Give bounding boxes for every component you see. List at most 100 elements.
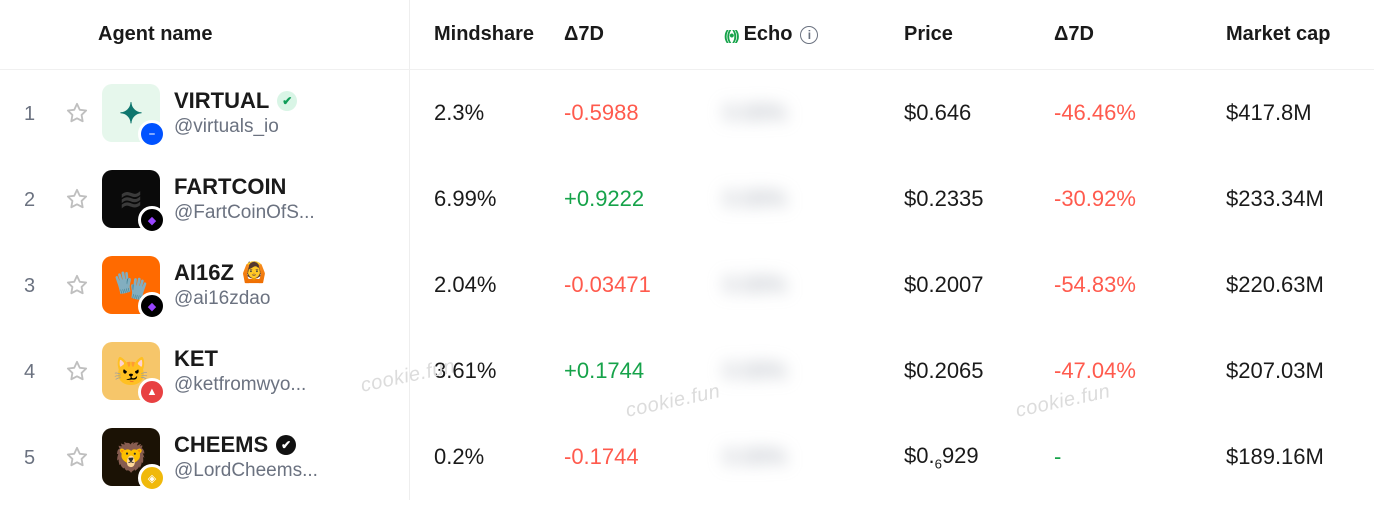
delta7d-mindshare-cell: -0.1744 [560, 444, 720, 470]
echo-blurred-value: 0.00% [724, 186, 786, 212]
agent-cell[interactable]: ≋ ◆ FARTCOIN @FartCoinOfS... [98, 156, 410, 242]
rank-number: 1 [24, 103, 35, 125]
col-header-price[interactable]: Price [900, 23, 1050, 46]
col-header-mindshare[interactable]: Mindshare [410, 23, 560, 46]
agent-name: AI16Z [174, 259, 234, 287]
price-cell: $0.2335 [900, 186, 1050, 212]
agent-name-line: KET [174, 345, 306, 373]
marketcap-cell: $417.8M [1222, 100, 1372, 126]
mindshare-cell: 0.2% [410, 444, 560, 470]
agent-text: KET @ketfromwyo... [174, 345, 306, 396]
chain-badge-icon: ▲ [138, 378, 166, 406]
mindshare-cell: 2.3% [410, 100, 560, 126]
header-price-label: Price [904, 23, 953, 45]
table-row[interactable]: 4 😼 ▲ KET @ketfromwyo... 3.61% +0.1744 0… [0, 328, 1374, 414]
header-agent-label: Agent name [98, 23, 212, 46]
echo-cell: 0.00% [720, 358, 900, 384]
col-header-d7a[interactable]: Δ7D [560, 23, 720, 46]
table-row[interactable]: 5 🦁 ◈ CHEEMS ✔ @LordCheems... 0.2% -0.17… [0, 414, 1374, 500]
star-cell [56, 446, 98, 468]
agent-handle[interactable]: @ketfromwyo... [174, 373, 306, 397]
chain-badge-icon: ⎯ [138, 120, 166, 148]
agent-text: CHEEMS ✔ @LordCheems... [174, 431, 318, 482]
rank-number: 5 [24, 447, 35, 469]
col-header-d7b[interactable]: Δ7D [1050, 23, 1222, 46]
agent-handle[interactable]: @FartCoinOfS... [174, 201, 315, 225]
agent-name-line: AI16Z 🙆 [174, 259, 270, 287]
table-header: Agent name Mindshare Δ7D ((•)) Echo i Pr… [0, 0, 1374, 70]
agent-name-line: CHEEMS ✔ [174, 431, 318, 459]
marketcap-cell: $220.63M [1222, 272, 1372, 298]
name-emoji-icon: 🙆 [242, 261, 267, 286]
agent-text: FARTCOIN @FartCoinOfS... [174, 173, 315, 224]
rank-number: 4 [24, 361, 35, 383]
echo-cell: 0.00% [720, 272, 900, 298]
agent-cell[interactable]: 😼 ▲ KET @ketfromwyo... [98, 328, 410, 414]
header-mcap-label: Market cap [1226, 23, 1331, 45]
mindshare-cell: 3.61% [410, 358, 560, 384]
favorite-star-icon[interactable] [66, 188, 88, 210]
info-icon[interactable]: i [800, 26, 818, 44]
agent-handle[interactable]: @LordCheems... [174, 459, 318, 483]
rank-cell: 4 [0, 358, 56, 384]
agent-text: VIRTUAL ✔ @virtuals_io [174, 87, 297, 138]
chain-badge-icon: ◆ [138, 292, 166, 320]
header-echo-label: Echo [744, 23, 793, 46]
agent-name: CHEEMS [174, 431, 268, 459]
price-cell: $0.2007 [900, 272, 1050, 298]
echo-blurred-value: 0.00% [724, 358, 786, 384]
delta7d-mindshare-cell: -0.03471 [560, 272, 720, 298]
verify-badge-icon: ✔ [276, 435, 296, 455]
col-header-mcap[interactable]: Market cap [1222, 23, 1372, 46]
favorite-star-icon[interactable] [66, 102, 88, 124]
agent-cell[interactable]: 🦁 ◈ CHEEMS ✔ @LordCheems... [98, 414, 410, 500]
delta7d-price-cell: -46.46% [1050, 100, 1222, 126]
chain-badge-icon: ◆ [138, 206, 166, 234]
mindshare-cell: 6.99% [410, 186, 560, 212]
verify-badge-icon: ✔ [277, 91, 297, 111]
header-d7b-label: Δ7D [1054, 23, 1094, 45]
agent-handle[interactable]: @ai16zdao [174, 287, 270, 311]
delta7d-price-cell: -30.92% [1050, 186, 1222, 212]
price-cell: $0.646 [900, 100, 1050, 126]
table-row[interactable]: 2 ≋ ◆ FARTCOIN @FartCoinOfS... 6.99% +0.… [0, 156, 1374, 242]
agent-cell[interactable]: ✦ ⎯ VIRTUAL ✔ @virtuals_io [98, 70, 410, 156]
agent-table: Agent name Mindshare Δ7D ((•)) Echo i Pr… [0, 0, 1374, 500]
avatar-wrap: 🧤 ◆ [102, 256, 160, 314]
agent-name: KET [174, 345, 218, 373]
price-cell: $0.2065 [900, 358, 1050, 384]
echo-blurred-value: 0.00% [724, 100, 786, 126]
delta7d-price-cell: -47.04% [1050, 358, 1222, 384]
table-row[interactable]: 3 🧤 ◆ AI16Z 🙆 @ai16zdao 2.04% -0.03471 0… [0, 242, 1374, 328]
agent-name: VIRTUAL [174, 87, 269, 115]
delta7d-mindshare-cell: +0.9222 [560, 186, 720, 212]
rank-cell: 5 [0, 444, 56, 470]
rank-number: 2 [24, 189, 35, 211]
price-cell: $0.6929 [900, 443, 1050, 471]
favorite-star-icon[interactable] [66, 446, 88, 468]
table-body: 1 ✦ ⎯ VIRTUAL ✔ @virtuals_io 2.3% -0.598… [0, 70, 1374, 500]
rank-cell: 3 [0, 272, 56, 298]
rank-cell: 1 [0, 100, 56, 126]
favorite-star-icon[interactable] [66, 274, 88, 296]
col-header-echo[interactable]: ((•)) Echo i [720, 23, 900, 46]
agent-cell[interactable]: 🧤 ◆ AI16Z 🙆 @ai16zdao [98, 242, 410, 328]
rank-number: 3 [24, 275, 35, 297]
agent-name-line: FARTCOIN [174, 173, 315, 201]
favorite-star-icon[interactable] [66, 360, 88, 382]
agent-handle[interactable]: @virtuals_io [174, 115, 297, 139]
echo-cell: 0.00% [720, 100, 900, 126]
marketcap-cell: $207.03M [1222, 358, 1372, 384]
chain-badge-icon: ◈ [138, 464, 166, 492]
agent-name-line: VIRTUAL ✔ [174, 87, 297, 115]
avatar-wrap: 😼 ▲ [102, 342, 160, 400]
table-row[interactable]: 1 ✦ ⎯ VIRTUAL ✔ @virtuals_io 2.3% -0.598… [0, 70, 1374, 156]
delta7d-mindshare-cell: -0.5988 [560, 100, 720, 126]
col-header-agent[interactable]: Agent name [98, 0, 410, 69]
echo-blurred-value: 0.00% [724, 272, 786, 298]
star-cell [56, 188, 98, 210]
star-cell [56, 360, 98, 382]
avatar-wrap: ✦ ⎯ [102, 84, 160, 142]
star-cell [56, 102, 98, 124]
header-d7a-label: Δ7D [564, 23, 604, 45]
